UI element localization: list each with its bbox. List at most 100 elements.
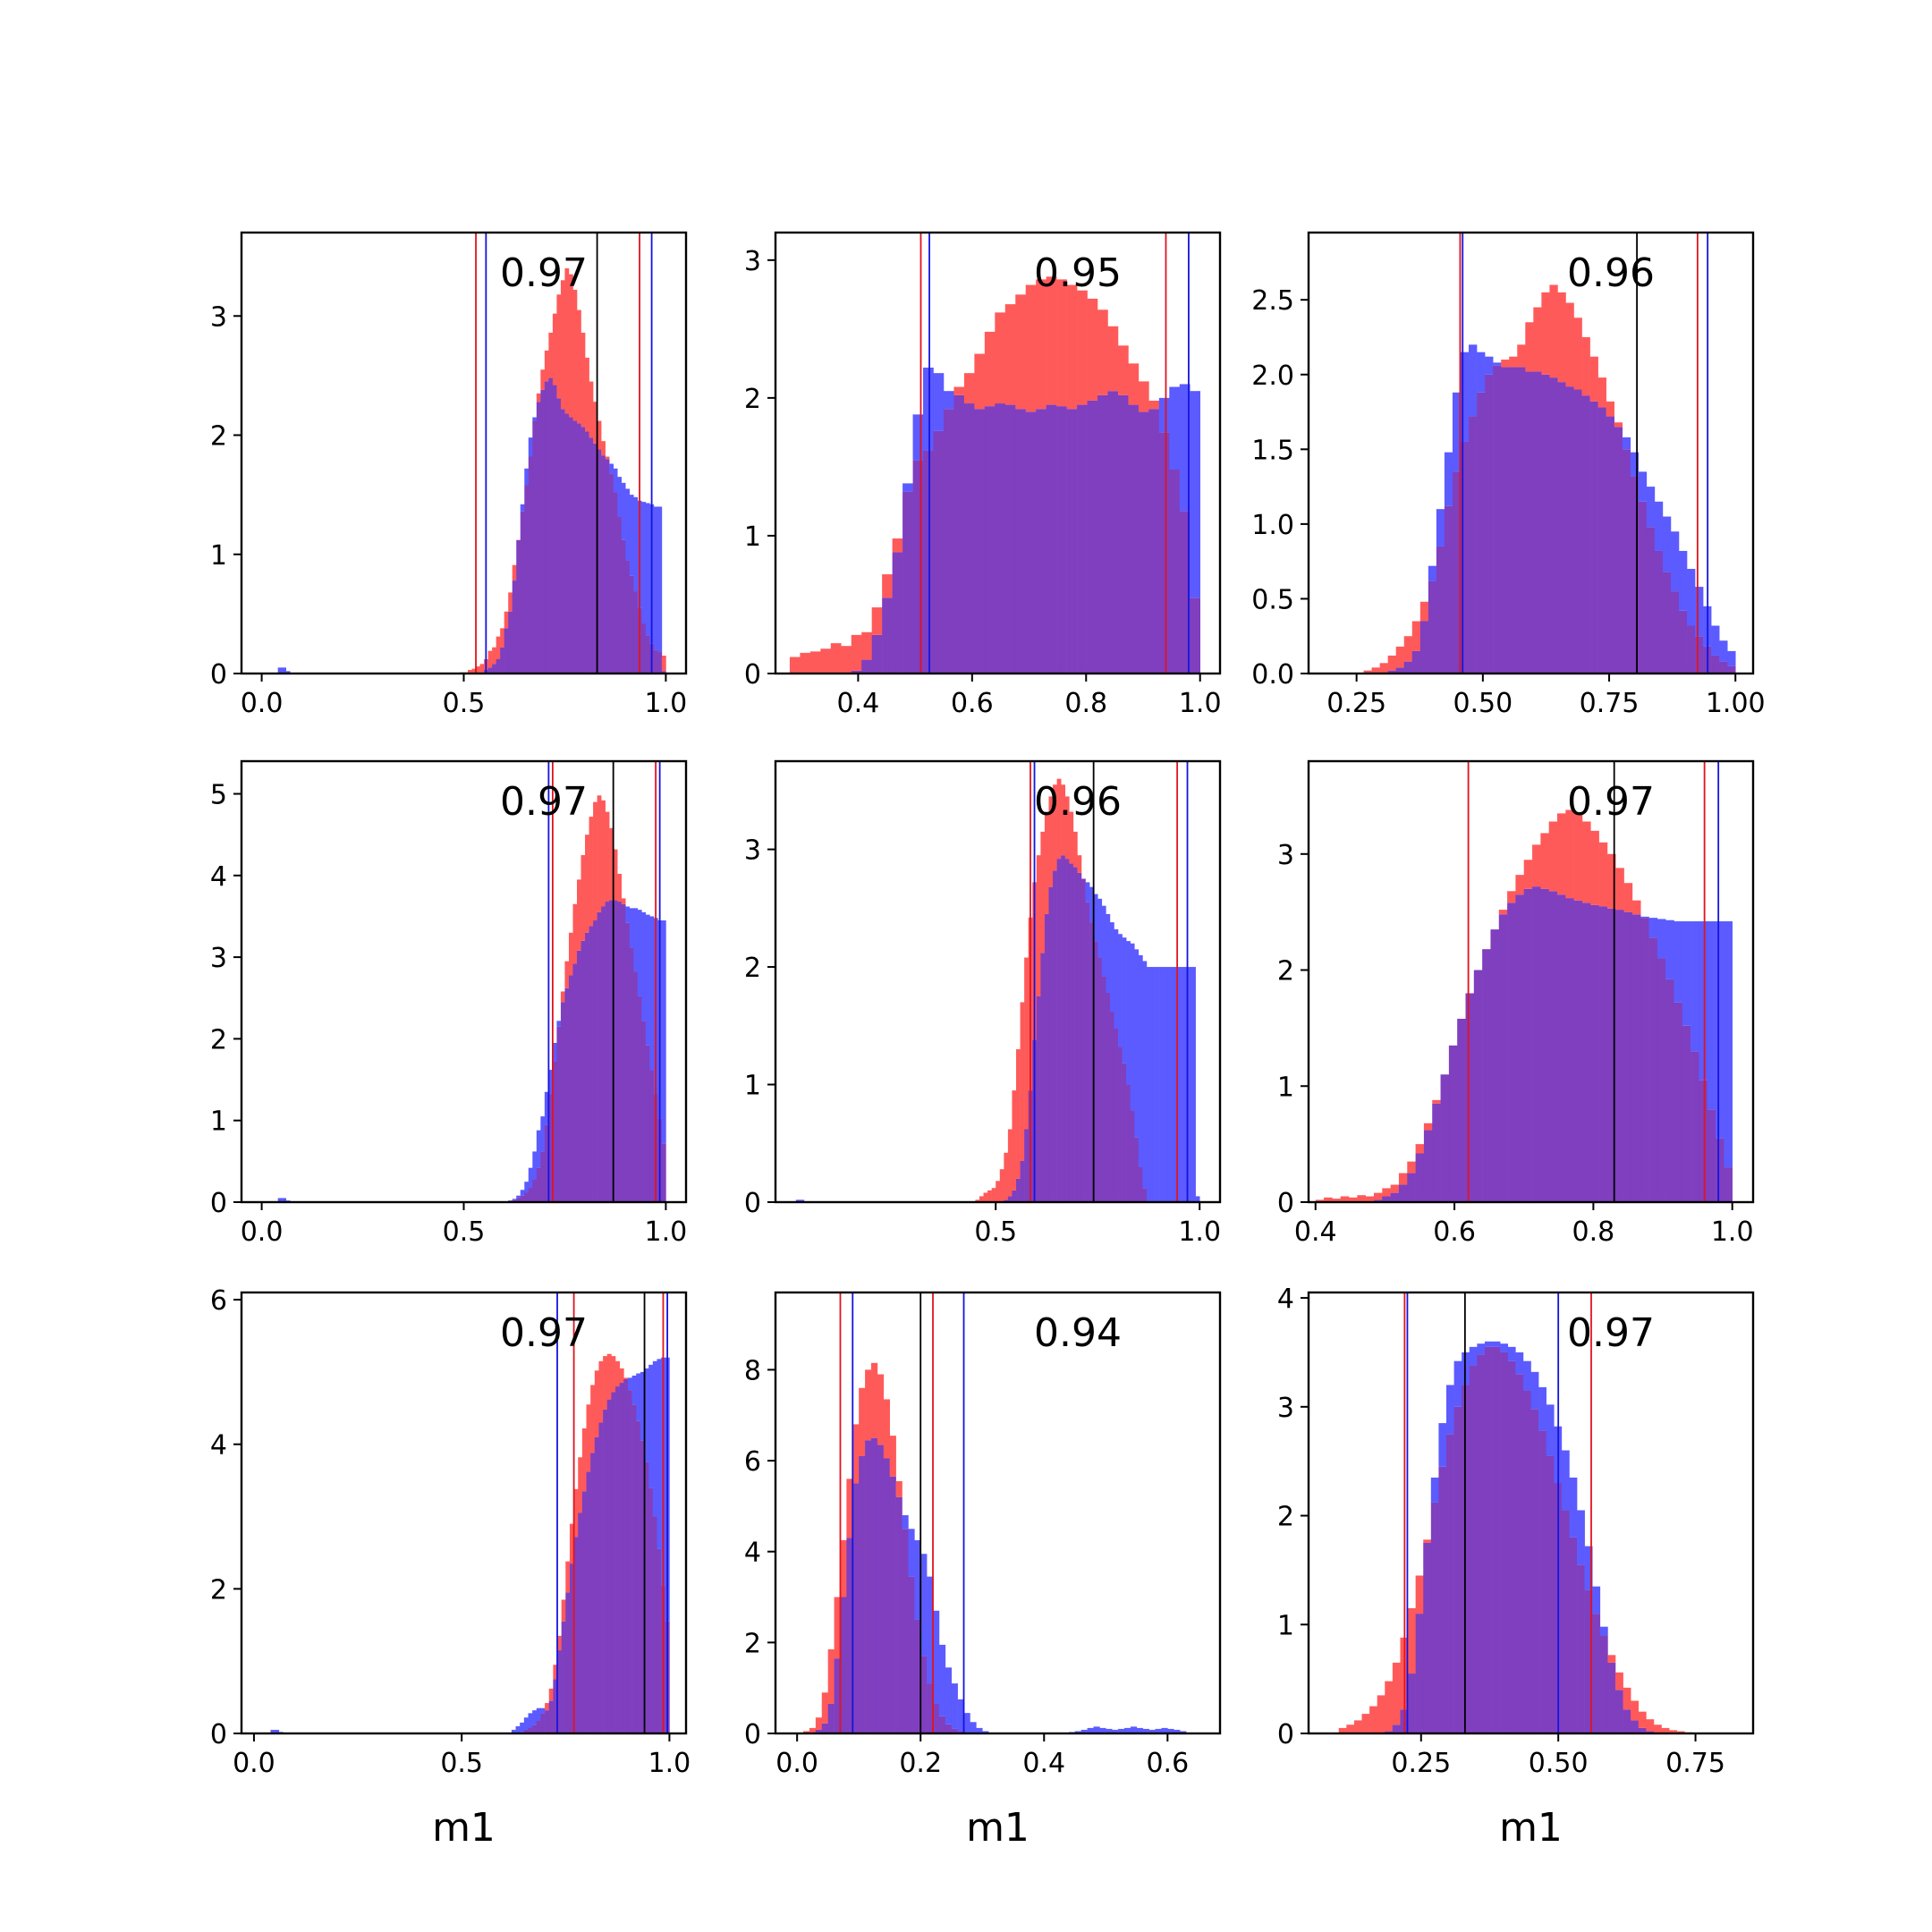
bar-overlap — [1525, 371, 1534, 674]
bar-red — [609, 827, 614, 901]
bar-overlap — [611, 1392, 616, 1733]
bar-overlap — [1407, 1173, 1416, 1202]
bar-overlap — [540, 389, 546, 674]
bar-overlap — [1106, 992, 1111, 1202]
bar-red — [1315, 1199, 1325, 1202]
bar-overlap — [649, 1070, 655, 1202]
bar-red — [1408, 1608, 1416, 1674]
bar-blue — [923, 367, 934, 451]
bar-overlap — [619, 1383, 624, 1733]
bar-red — [1549, 284, 1558, 378]
bar-overlap — [1101, 976, 1106, 1202]
bar-red — [1379, 663, 1388, 674]
bar-overlap — [1561, 1510, 1570, 1733]
bar-overlap — [523, 1729, 529, 1733]
bar-blue — [1106, 1728, 1113, 1733]
bar-overlap — [544, 381, 549, 674]
bar-overlap — [1724, 1167, 1733, 1202]
axes-frame — [774, 231, 1222, 675]
bar-red — [512, 564, 517, 581]
bar-overlap — [1490, 929, 1500, 1202]
bar-overlap — [560, 1002, 565, 1202]
bar-blue — [540, 1707, 546, 1714]
bar-overlap — [821, 1723, 828, 1733]
bar-blue — [1166, 967, 1172, 1202]
bar-blue — [528, 437, 533, 457]
bar-red — [1523, 860, 1533, 889]
bar-blue — [1577, 1510, 1585, 1565]
bar-red — [585, 835, 589, 933]
bar-blue — [1093, 1726, 1100, 1733]
subplot-r1c1: 0.0 0.5 1.0 0 1 2 3 0.97 — [210, 231, 687, 719]
bar-red — [789, 657, 801, 674]
bar-blue — [1428, 565, 1437, 581]
bar-overlap — [1446, 1434, 1454, 1733]
bar-blue — [1136, 1727, 1144, 1733]
y-tick-label: 4 — [1277, 1284, 1294, 1315]
bar-overlap — [1638, 501, 1648, 674]
bar-overlap — [1056, 406, 1067, 674]
bar-overlap — [1631, 914, 1641, 1202]
bar-overlap — [1004, 1199, 1009, 1202]
bar-blue — [552, 1042, 557, 1062]
bar-red — [597, 420, 602, 450]
bar-overlap — [1077, 872, 1082, 1202]
bar-overlap — [629, 947, 634, 1202]
bar-overlap — [1419, 621, 1429, 674]
bar-overlap — [615, 1386, 620, 1733]
bar-blue — [1561, 1450, 1570, 1511]
bar-red — [1517, 344, 1526, 368]
bar-red — [1040, 831, 1046, 953]
x-tick-label: 0.0 — [775, 1748, 818, 1779]
bar-blue — [957, 1699, 964, 1732]
bar-overlap — [1581, 902, 1591, 1202]
bar-overlap — [1024, 1129, 1029, 1202]
bar-overlap — [1142, 1188, 1148, 1202]
x-tick-label: 0.5 — [440, 1748, 483, 1779]
bar-red — [889, 1436, 896, 1477]
bar-red — [572, 903, 578, 964]
bar-blue — [641, 911, 647, 1021]
bar-overlap — [1590, 904, 1599, 1202]
bar-overlap — [1020, 1160, 1025, 1202]
bar-red — [621, 898, 626, 904]
bar-blue — [1112, 1729, 1119, 1733]
bar-red — [492, 647, 496, 665]
bar-overlap — [1615, 910, 1624, 1202]
bar-blue — [644, 1368, 649, 1462]
bar-overlap — [1046, 404, 1057, 674]
x-axis-title: m1 — [1499, 1805, 1563, 1851]
bar-blue — [963, 1713, 970, 1733]
bar-red — [500, 628, 504, 648]
bar-blue — [1179, 967, 1184, 1202]
bar-overlap — [1457, 1019, 1466, 1202]
bar-red — [1411, 621, 1421, 651]
bar-overlap — [496, 659, 501, 674]
bar-overlap — [544, 1124, 549, 1202]
bar-blue — [1569, 1477, 1578, 1538]
bar-overlap — [889, 1476, 896, 1733]
bar-red — [1581, 821, 1591, 903]
bar-overlap — [1657, 958, 1666, 1202]
bar-overlap — [1048, 886, 1054, 1202]
y-tick-label: 0 — [210, 1719, 227, 1750]
bar-red — [606, 1353, 612, 1400]
bar-blue — [1446, 1385, 1454, 1435]
x-tick-label: 0.0 — [233, 1748, 275, 1779]
bar-overlap — [1509, 367, 1518, 674]
bar-overlap — [573, 1537, 579, 1733]
bar-red — [1392, 1662, 1401, 1725]
bar-blue — [1114, 928, 1119, 1029]
bar-red — [613, 849, 618, 901]
bar-blue — [1670, 531, 1680, 592]
bar-red — [1077, 855, 1082, 873]
bar-blue — [1724, 921, 1733, 1168]
bar-red — [661, 656, 666, 672]
bar-overlap — [963, 403, 975, 674]
bar-blue — [640, 1371, 645, 1441]
bar-blue — [1169, 386, 1181, 470]
bar-red — [1056, 279, 1067, 407]
bar-overlap — [645, 635, 650, 674]
bar-blue — [982, 1731, 989, 1733]
bar-overlap — [524, 485, 530, 674]
